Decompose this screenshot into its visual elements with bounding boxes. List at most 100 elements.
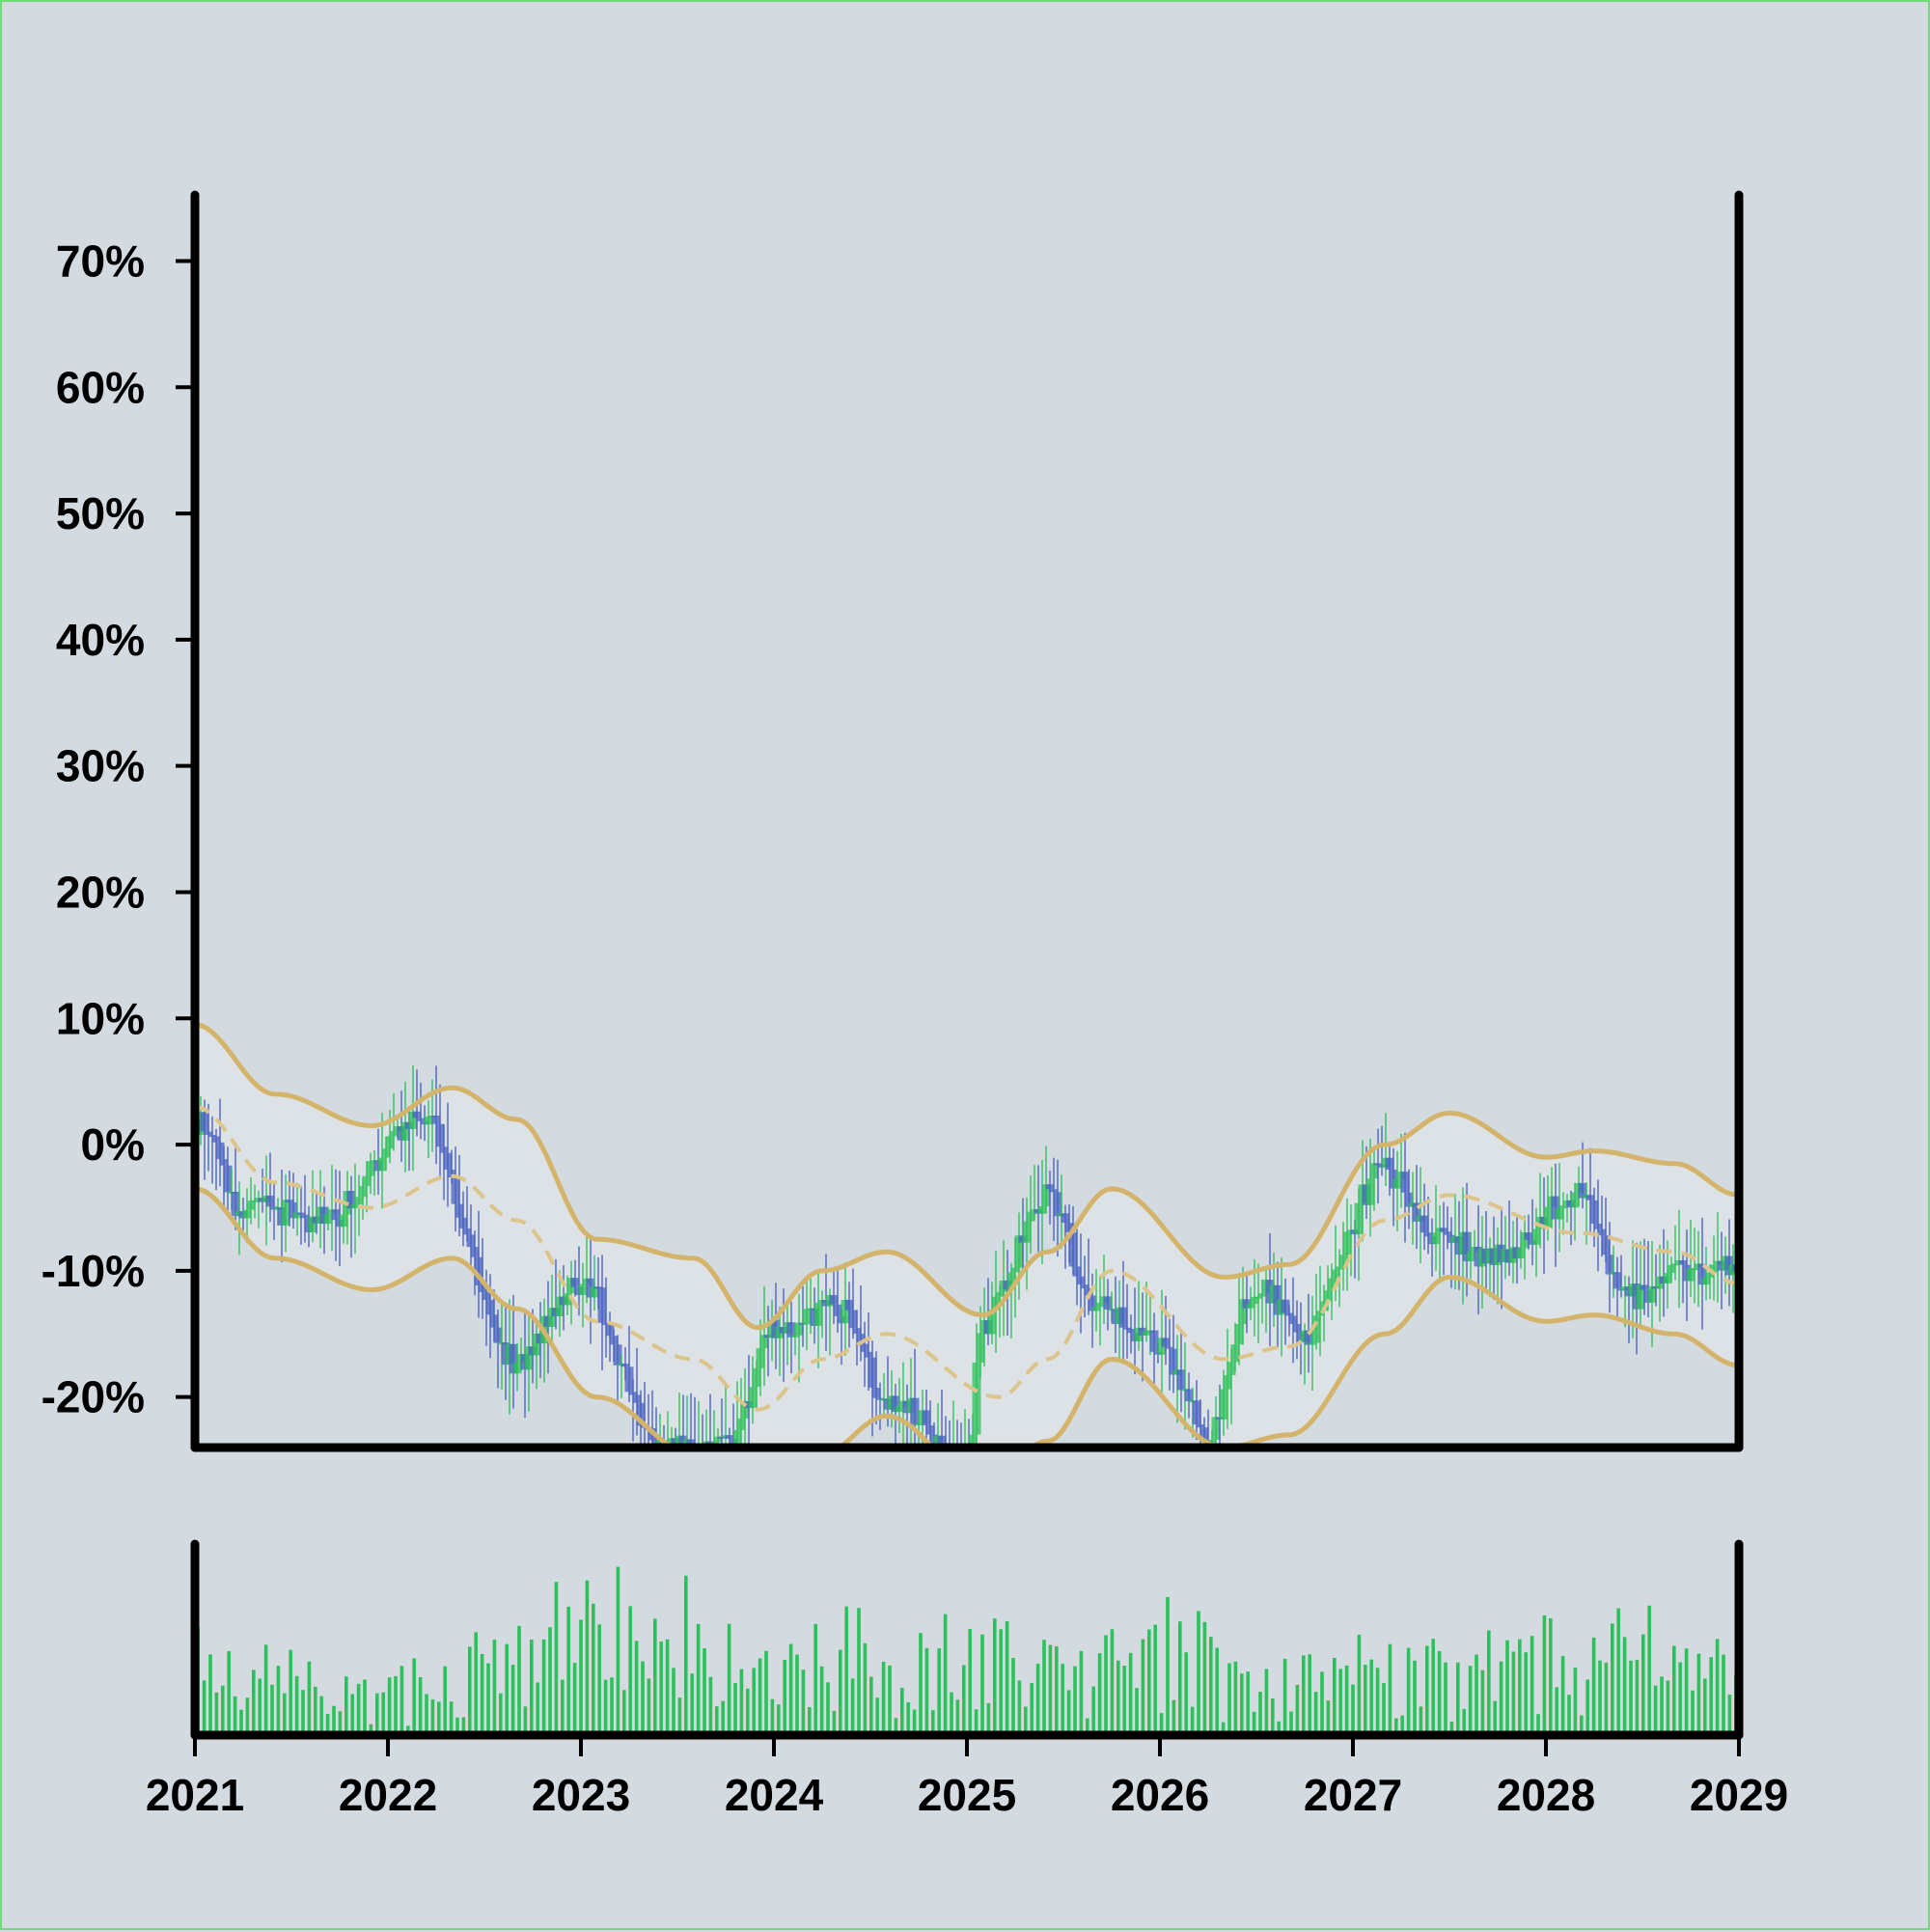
volume-bar — [1079, 1650, 1084, 1735]
candle-body — [895, 1406, 904, 1413]
volume-bar — [1604, 1662, 1609, 1735]
candle-body — [910, 1397, 920, 1425]
candle-body — [1010, 1267, 1020, 1273]
volume-bar — [788, 1643, 793, 1735]
candle-up — [389, 1092, 399, 1151]
candle-down — [1068, 1205, 1078, 1275]
candle-body — [1605, 1255, 1614, 1275]
candle-down — [925, 1400, 935, 1442]
candle-body — [296, 1212, 306, 1215]
candle-body — [1311, 1315, 1321, 1343]
candle-down — [597, 1255, 607, 1371]
candle-body — [435, 1123, 445, 1147]
candle-down — [289, 1173, 298, 1229]
candle-body — [1080, 1284, 1089, 1289]
x-tick-label: 2022 — [339, 1770, 437, 1820]
volume-bar — [931, 1710, 935, 1735]
volume-bar — [1184, 1652, 1188, 1735]
volume-bar — [381, 1692, 385, 1735]
candle-body — [211, 1136, 221, 1143]
band-fill-layer — [195, 1024, 1739, 1448]
candle-body — [362, 1175, 372, 1187]
volume-bar — [1549, 1617, 1553, 1735]
volume-bar — [369, 1724, 373, 1735]
volume-bar — [832, 1710, 837, 1735]
candle-down — [1697, 1217, 1707, 1330]
volume-bar — [1122, 1666, 1126, 1735]
volume-bar — [758, 1658, 762, 1735]
candle-body — [1192, 1400, 1201, 1425]
volume-bar — [394, 1675, 398, 1735]
volume-bar — [986, 1702, 991, 1735]
volume-bar — [1035, 1663, 1040, 1735]
candle-up — [532, 1322, 541, 1390]
candle-body — [1103, 1296, 1113, 1311]
candle-up — [964, 1409, 966, 1448]
candle-body — [597, 1287, 607, 1323]
candle-body — [1385, 1157, 1394, 1171]
candle-body — [412, 1111, 422, 1118]
candle-body — [215, 1142, 225, 1160]
candle-body — [790, 1335, 800, 1338]
candle-body — [1242, 1299, 1252, 1309]
candle-body — [833, 1304, 842, 1316]
volume-bar — [1629, 1660, 1633, 1735]
candle-body — [856, 1334, 866, 1344]
candle-down — [1601, 1197, 1611, 1263]
candle-body — [1281, 1299, 1290, 1313]
volume-bar — [1357, 1634, 1362, 1735]
candle-body — [725, 1435, 734, 1440]
volume-bar — [1202, 1621, 1207, 1735]
volume-bar — [561, 1679, 565, 1735]
candle-body — [366, 1161, 375, 1176]
candle-down — [211, 1128, 221, 1191]
volume-bar — [869, 1676, 873, 1735]
candle-body — [478, 1284, 487, 1293]
volume-bar — [486, 1663, 490, 1735]
candle-body — [1257, 1293, 1267, 1297]
volume-bar — [894, 1718, 898, 1735]
volume-bar — [739, 1669, 744, 1735]
volume-bar — [919, 1633, 923, 1735]
volume-bar — [770, 1698, 775, 1735]
volume-bar — [387, 1677, 392, 1735]
candle-body — [740, 1400, 750, 1419]
candle-body — [841, 1299, 850, 1324]
candle-body — [1636, 1284, 1645, 1310]
y-tick-label: 70% — [56, 235, 145, 286]
volume-bar — [1727, 1695, 1732, 1735]
volume-bar — [764, 1650, 768, 1735]
volume-bar — [480, 1653, 484, 1735]
candle-body — [756, 1348, 765, 1368]
volume-bar — [468, 1646, 472, 1735]
candle-up — [713, 1427, 723, 1448]
volume-bar — [1227, 1663, 1231, 1735]
candle-body — [1640, 1284, 1649, 1290]
candle-body — [1404, 1192, 1414, 1207]
candle-body — [1026, 1211, 1035, 1222]
candle-body — [871, 1387, 881, 1398]
candle-body — [1041, 1184, 1051, 1207]
candle-up — [512, 1342, 522, 1392]
volume-bar — [449, 1701, 454, 1735]
volume-bar — [1258, 1692, 1262, 1735]
candle-up — [752, 1360, 761, 1409]
candle-body — [1585, 1195, 1595, 1201]
candle-body — [443, 1152, 453, 1171]
volume-bar — [523, 1706, 528, 1735]
candle-up — [590, 1255, 599, 1311]
candle-body — [547, 1308, 557, 1327]
volume-bar — [1598, 1660, 1602, 1735]
candle-body — [1122, 1327, 1132, 1330]
volume-bar — [819, 1666, 824, 1735]
volume-bar — [659, 1641, 663, 1735]
volume-bar — [332, 1705, 336, 1735]
candle-body — [1199, 1427, 1209, 1441]
volume-bar — [430, 1699, 435, 1735]
candle-down — [601, 1277, 611, 1358]
volume-bar — [1055, 1645, 1059, 1735]
candle-body — [424, 1117, 433, 1125]
volume-bar — [1128, 1652, 1133, 1735]
candle-down — [1613, 1256, 1622, 1319]
candle-body — [995, 1292, 1005, 1297]
